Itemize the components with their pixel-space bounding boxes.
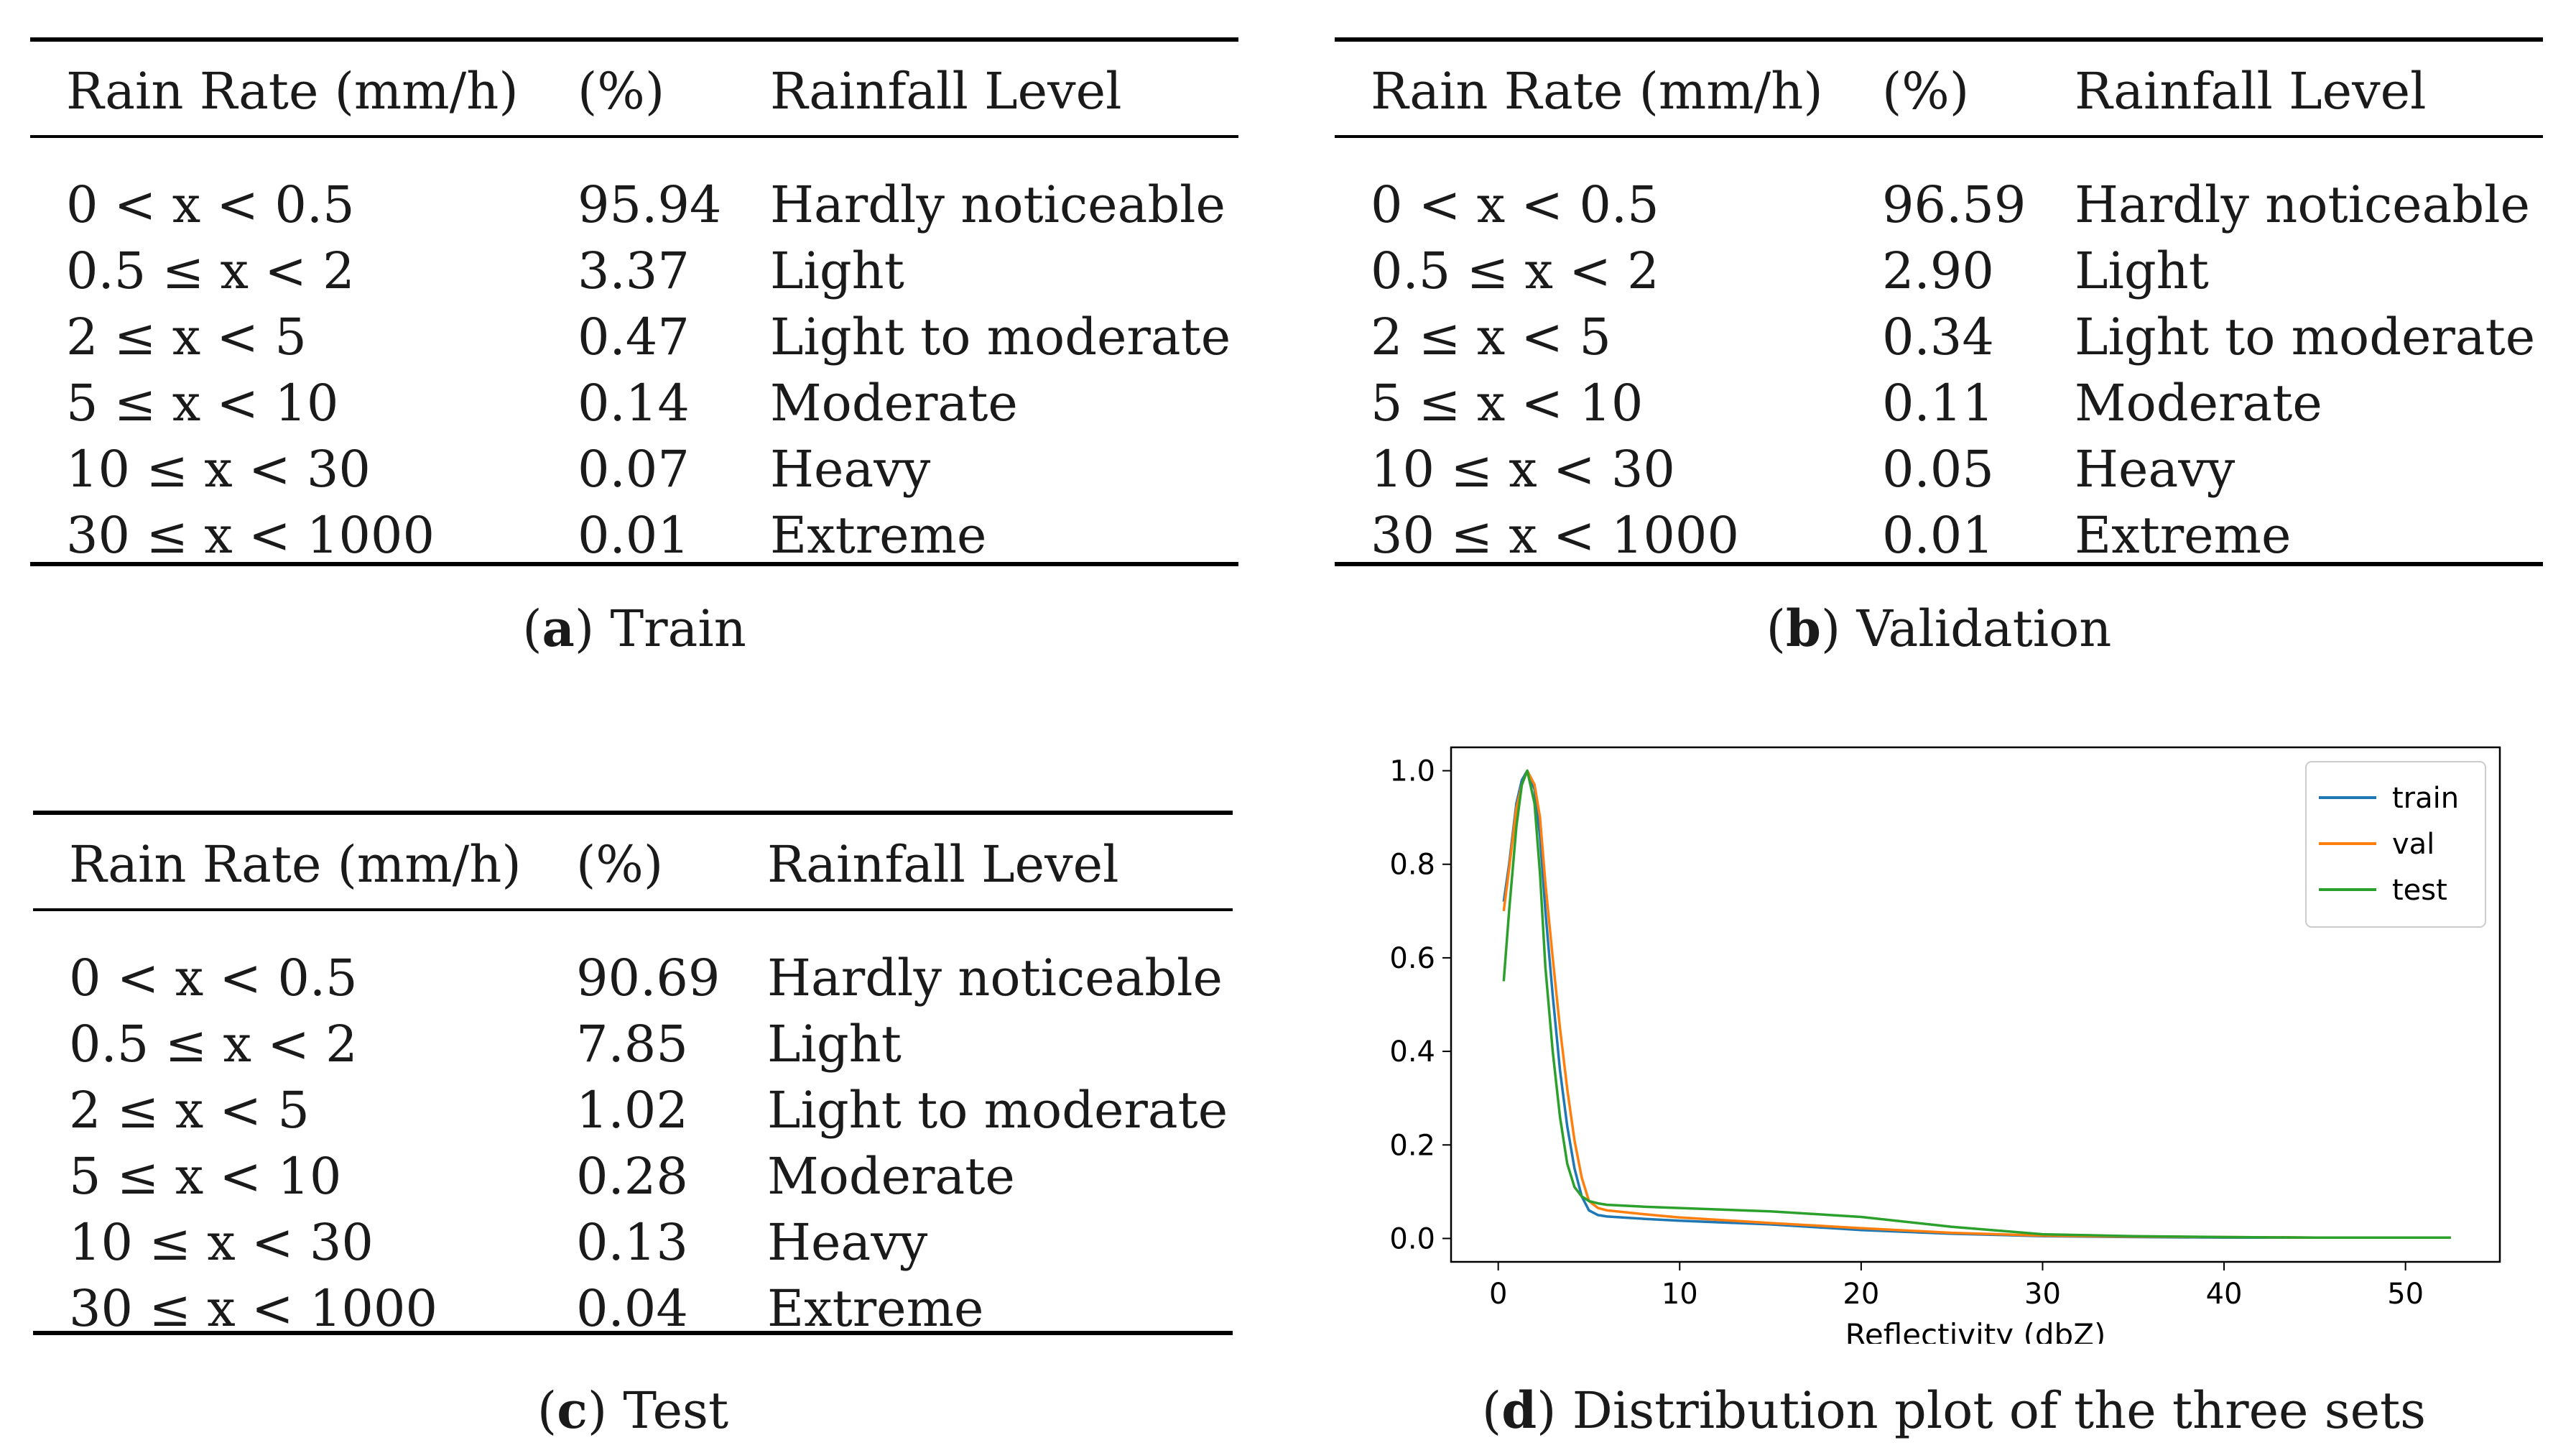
percent-cell: 96.59 xyxy=(1882,175,2026,234)
rainfall-level-cell: Extreme xyxy=(2075,506,2292,565)
header-percent: (%) xyxy=(576,835,664,894)
x-tick-label: 0 xyxy=(1489,1278,1507,1311)
y-tick-label: 0.8 xyxy=(1389,849,1435,882)
rainfall-level-cell: Hardly noticeable xyxy=(770,175,1226,234)
percent-cell: 0.01 xyxy=(1882,506,1994,565)
rain-rate-cell: 2 ≤ x < 5 xyxy=(66,308,307,366)
percent-cell: 0.05 xyxy=(1882,440,1994,499)
table-test: Rain Rate (mm/h) (%) Rainfall Level 0 < … xyxy=(33,811,1233,1342)
table-top-rule xyxy=(1335,37,2543,42)
series-line-test xyxy=(1502,769,2451,1239)
rain-rate-cell: 10 ≤ x < 30 xyxy=(66,440,371,499)
percent-cell: 95.94 xyxy=(578,175,722,234)
percent-cell: 0.04 xyxy=(576,1279,688,1338)
distribution-chart: 0 10 20 30 40 50 0.0 0.2 0.4 0.6 0.8 1.0 Reflectivit… xyxy=(1389,746,2501,1344)
percent-cell: 0.13 xyxy=(576,1213,688,1272)
header-percent: (%) xyxy=(1882,62,1970,121)
rainfall-level-cell: Light to moderate xyxy=(770,308,1231,366)
legend-label-val: val xyxy=(2392,828,2434,861)
rain-rate-cell: 0 < x < 0.5 xyxy=(1371,175,1659,234)
rainfall-level-cell: Light to moderate xyxy=(2075,308,2536,366)
table-bottom-rule xyxy=(1335,562,2543,566)
header-rainfall-level: Rainfall Level xyxy=(770,62,1122,121)
rain-rate-cell: 0 < x < 0.5 xyxy=(69,949,358,1007)
rain-rate-cell: 0 < x < 0.5 xyxy=(66,175,355,234)
caption-d: (d) Distribution plot of the three sets xyxy=(1481,1380,2427,1440)
rain-rate-cell: 5 ≤ x < 10 xyxy=(66,374,339,433)
percent-cell: 1.02 xyxy=(576,1081,688,1140)
legend-label-train: train xyxy=(2392,782,2459,815)
rainfall-level-cell: Moderate xyxy=(2075,374,2322,433)
percent-cell: 7.85 xyxy=(576,1015,688,1074)
percent-cell: 0.14 xyxy=(578,374,690,433)
percent-cell: 0.07 xyxy=(578,440,690,499)
rainfall-level-cell: Heavy xyxy=(767,1213,928,1272)
y-tick-label: 0.4 xyxy=(1389,1035,1435,1069)
header-rain-rate: Rain Rate (mm/h) xyxy=(69,835,522,894)
table-top-rule xyxy=(33,811,1233,815)
rainfall-level-cell: Moderate xyxy=(767,1147,1015,1206)
plot-frame xyxy=(1450,746,2501,1263)
rain-rate-cell: 10 ≤ x < 30 xyxy=(69,1213,374,1272)
y-tick-label: 0.0 xyxy=(1389,1222,1435,1255)
rain-rate-cell: 5 ≤ x < 10 xyxy=(69,1147,342,1206)
rainfall-level-cell: Heavy xyxy=(2075,440,2236,499)
rain-rate-cell: 5 ≤ x < 10 xyxy=(1371,374,1644,433)
x-tick-label: 50 xyxy=(2387,1278,2424,1311)
rainfall-level-cell: Hardly noticeable xyxy=(2075,175,2530,234)
percent-cell: 0.34 xyxy=(1882,308,1994,366)
rainfall-level-cell: Light to moderate xyxy=(767,1081,1228,1140)
rain-rate-cell: 2 ≤ x < 5 xyxy=(1371,308,1611,366)
percent-cell: 3.37 xyxy=(578,241,690,300)
header-rain-rate: Rain Rate (mm/h) xyxy=(66,62,519,121)
header-rain-rate: Rain Rate (mm/h) xyxy=(1371,62,1823,121)
table-mid-rule xyxy=(30,135,1238,138)
y-tick-label: 0.6 xyxy=(1389,942,1435,975)
header-rainfall-level: Rainfall Level xyxy=(767,835,1119,894)
header-percent: (%) xyxy=(578,62,665,121)
percent-cell: 0.28 xyxy=(576,1147,688,1206)
table-bottom-rule xyxy=(30,562,1238,566)
table-train: Rain Rate (mm/h) (%) Rainfall Level 0 < … xyxy=(30,37,1238,569)
table-mid-rule xyxy=(33,908,1233,911)
rainfall-level-cell: Extreme xyxy=(770,506,987,565)
rainfall-level-cell: Moderate xyxy=(770,374,1018,433)
table-bottom-rule xyxy=(33,1331,1233,1335)
x-axis-label: Reflectivity (dbZ) xyxy=(1845,1317,2106,1344)
rain-rate-cell: 30 ≤ x < 1000 xyxy=(66,506,435,565)
caption-c: (c) Test xyxy=(537,1380,729,1440)
table-mid-rule xyxy=(1335,135,2543,138)
percent-cell: 0.01 xyxy=(578,506,690,565)
percent-cell: 0.11 xyxy=(1882,374,1994,433)
rainfall-level-cell: Light xyxy=(770,241,904,300)
x-tick-label: 40 xyxy=(2206,1278,2243,1311)
header-rainfall-level: Rainfall Level xyxy=(2075,62,2427,121)
percent-cell: 0.47 xyxy=(578,308,690,366)
x-tick-label: 30 xyxy=(2024,1278,2061,1311)
rain-rate-cell: 0.5 ≤ x < 2 xyxy=(69,1015,358,1074)
percent-cell: 2.90 xyxy=(1882,241,1994,300)
rainfall-level-cell: Extreme xyxy=(767,1279,984,1338)
table-validation: Rain Rate (mm/h) (%) Rainfall Level 0 < … xyxy=(1335,37,2543,569)
rain-rate-cell: 0.5 ≤ x < 2 xyxy=(66,241,355,300)
rainfall-level-cell: Light xyxy=(2075,241,2209,300)
rainfall-level-cell: Hardly noticeable xyxy=(767,949,1223,1007)
rainfall-level-cell: Light xyxy=(767,1015,902,1074)
rain-rate-cell: 30 ≤ x < 1000 xyxy=(69,1279,438,1338)
table-top-rule xyxy=(30,37,1238,42)
rainfall-level-cell: Heavy xyxy=(770,440,931,499)
legend-box xyxy=(2305,761,2486,928)
percent-cell: 90.69 xyxy=(576,949,721,1007)
caption-a: (a) Train xyxy=(522,599,746,658)
y-tick-label: 1.0 xyxy=(1389,755,1435,788)
rain-rate-cell: 0.5 ≤ x < 2 xyxy=(1371,241,1659,300)
legend-label-test: test xyxy=(2392,874,2447,907)
rain-rate-cell: 10 ≤ x < 30 xyxy=(1371,440,1675,499)
rain-rate-cell: 30 ≤ x < 1000 xyxy=(1371,506,1740,565)
rain-rate-cell: 2 ≤ x < 5 xyxy=(69,1081,310,1140)
x-tick-label: 10 xyxy=(1662,1278,1698,1311)
x-tick-label: 20 xyxy=(1843,1278,1879,1311)
y-tick-label: 0.2 xyxy=(1389,1129,1435,1162)
caption-b: (b) Validation xyxy=(1766,599,2112,658)
